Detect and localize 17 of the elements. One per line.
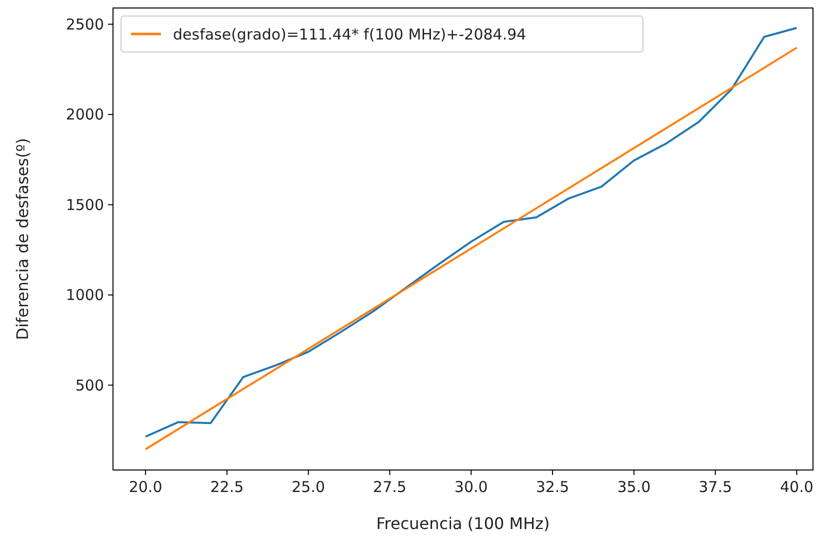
x-tick-label: 30.0 — [454, 478, 488, 496]
x-tick-label: 37.5 — [698, 478, 732, 496]
x-tick-label: 22.5 — [210, 478, 244, 496]
x-tick-label: 20.0 — [128, 478, 162, 496]
y-axis-title: Diferencia de desfases(º) — [13, 138, 32, 340]
y-tick-label: 2500 — [66, 15, 104, 34]
y-tick-label: 1500 — [66, 196, 104, 214]
legend-label: desfase(grado)=111.44* f(100 MHz)+-2084.94 — [173, 25, 526, 44]
x-tick-label: 25.0 — [292, 478, 326, 496]
y-tick-label: 1000 — [66, 286, 104, 304]
x-tick-label: 27.5 — [373, 478, 406, 496]
x-tick-label: 40.0 — [780, 478, 814, 496]
y-tick-label: 2000 — [66, 106, 104, 124]
x-axis-title: Frecuencia (100 MHz) — [376, 514, 550, 533]
x-tick-label: 32.5 — [536, 478, 570, 496]
x-tick-label: 35.0 — [617, 478, 651, 496]
y-tick-label: 500 — [75, 376, 104, 394]
